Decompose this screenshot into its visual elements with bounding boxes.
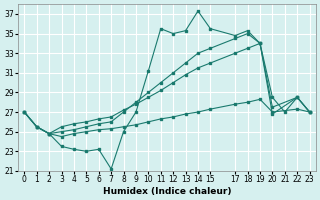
X-axis label: Humidex (Indice chaleur): Humidex (Indice chaleur): [103, 187, 231, 196]
